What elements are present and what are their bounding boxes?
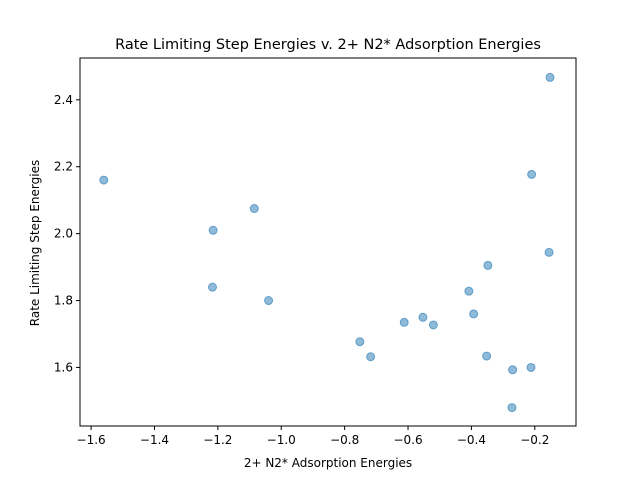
data-point — [99, 175, 109, 185]
data-point — [526, 362, 536, 372]
y-tick-label: 2.0 — [54, 227, 73, 241]
y-axis-label: Rate Limiting Step Energies — [28, 160, 42, 326]
data-point — [482, 351, 492, 361]
data-point — [207, 282, 217, 292]
y-tick-label: 2.2 — [54, 160, 73, 174]
data-point — [508, 365, 518, 375]
x-tick-label: −1.6 — [77, 433, 106, 447]
data-point — [208, 225, 218, 235]
data-point — [428, 320, 438, 330]
data-point — [527, 169, 537, 179]
data-point — [469, 309, 479, 319]
y-tick-label: 1.8 — [54, 294, 73, 308]
y-tick-label: 1.6 — [54, 360, 73, 374]
plot-frame — [79, 57, 577, 427]
x-tick-label: −1.2 — [203, 433, 232, 447]
data-point — [545, 72, 555, 82]
x-tick-label: −0.6 — [393, 433, 422, 447]
axis-ticks: −1.6 −1.4 −1.2 −1.0 −0.8 −0.6 −0.4 −0.2 1.6 1.8 2.… — [54, 93, 549, 447]
data-point — [399, 317, 409, 327]
data-point — [366, 352, 376, 362]
x-tick-label: −0.2 — [520, 433, 549, 447]
chart-title: Rate Limiting Step Energies v. 2+ N2* Ad… — [115, 37, 541, 53]
x-tick-label: −0.8 — [330, 433, 359, 447]
x-tick-label: −1.0 — [267, 433, 296, 447]
data-point — [544, 247, 554, 257]
x-tick-label: −0.4 — [457, 433, 486, 447]
data-point — [264, 296, 274, 306]
data-points — [99, 72, 555, 413]
x-tick-label: −1.4 — [140, 433, 169, 447]
data-point — [483, 260, 493, 270]
data-point — [355, 337, 365, 347]
data-point — [249, 204, 259, 214]
y-tick-label: 2.4 — [54, 93, 73, 107]
data-point — [507, 403, 517, 413]
data-point — [464, 286, 474, 296]
x-axis-label: 2+ N2* Adsorption Energies — [244, 456, 412, 470]
data-point — [418, 312, 428, 322]
